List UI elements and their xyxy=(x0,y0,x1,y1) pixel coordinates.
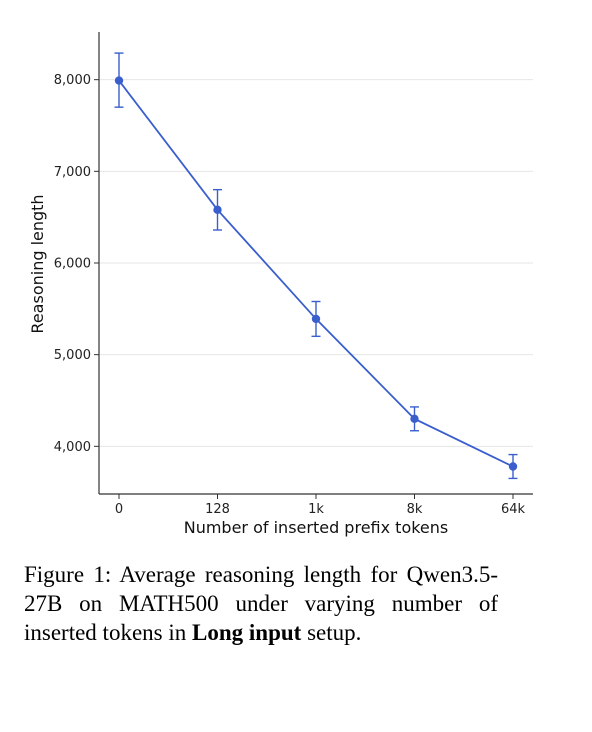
x-ticks: 0 128 1k 8k 64k xyxy=(115,494,526,517)
data-point xyxy=(213,205,222,215)
y-tick-label: 4,000 xyxy=(54,440,91,455)
y-tick-label: 7,000 xyxy=(54,165,91,180)
data-point xyxy=(311,314,321,324)
chart: 4,000 5,000 6,000 7,000 8,000 0 128 1k 8k 64k Nu… xyxy=(28,32,533,537)
grid-lines xyxy=(99,79,533,447)
data-point xyxy=(410,414,419,424)
x-tick-label: 64k xyxy=(501,502,526,517)
x-axis-title: Number of inserted prefix tokens xyxy=(184,518,449,537)
caption-bold-text: Long input xyxy=(192,620,302,645)
error-bars xyxy=(114,52,518,480)
caption-text: Figure 1: Average reasoning length for Q… xyxy=(24,562,498,645)
x-tick-label: 8k xyxy=(407,502,423,517)
data-points xyxy=(114,76,518,471)
y-axis-title: Reasoning length xyxy=(28,194,47,333)
x-tick-label: 1k xyxy=(308,502,324,517)
y-tick-label: 8,000 xyxy=(54,73,91,88)
y-tick-label: 5,000 xyxy=(54,348,91,363)
figure-caption: Figure 1: Average reasoning length for Q… xyxy=(24,560,498,647)
x-tick-label: 0 xyxy=(115,502,123,517)
caption-suffix: setup. xyxy=(301,620,362,645)
x-tick-label: 128 xyxy=(205,502,230,517)
y-ticks: 4,000 5,000 6,000 7,000 8,000 xyxy=(54,73,99,455)
series-line xyxy=(118,80,514,468)
data-point xyxy=(114,76,124,85)
data-point xyxy=(508,462,518,471)
y-tick-label: 6,000 xyxy=(54,257,91,272)
